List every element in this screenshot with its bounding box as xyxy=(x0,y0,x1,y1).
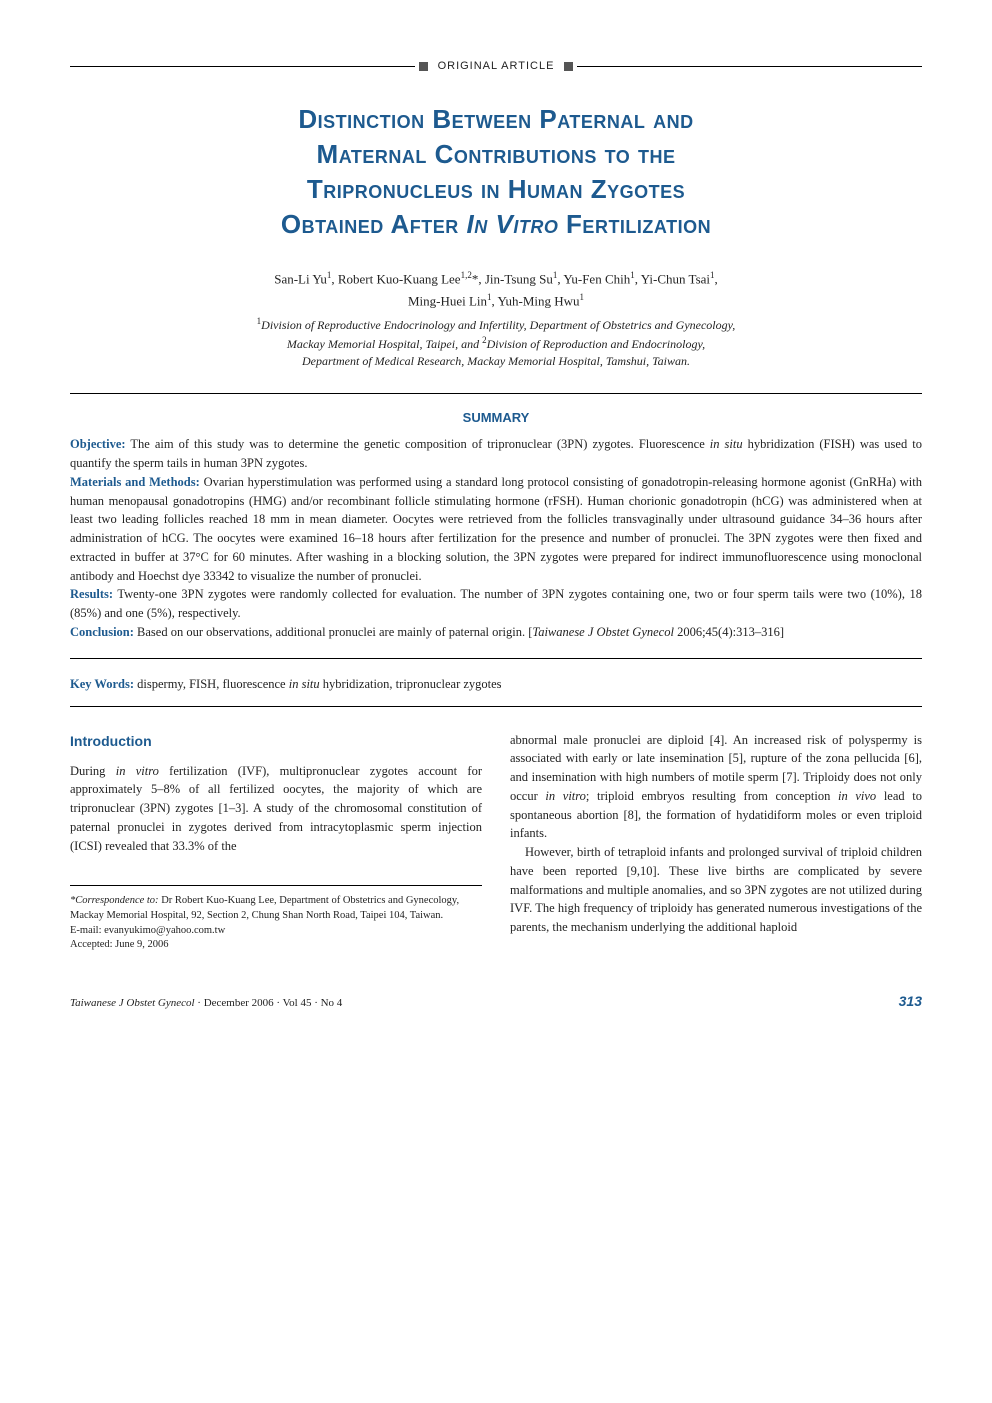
col2-p1-ital1: in vitro xyxy=(545,789,586,803)
title-line-4-ital: In Vitro xyxy=(467,209,559,239)
conclusion-label: Conclusion: xyxy=(70,625,134,639)
authors-line-1: San-Li Yu1, Robert Kuo-Kuang Lee1,2*, Ji… xyxy=(70,270,922,287)
keywords-text-1: dispermy, FISH, fluorescence xyxy=(134,677,289,691)
body-columns: Introduction During in vitro fertilizati… xyxy=(70,731,922,954)
intro-paragraph-1: During in vitro fertilization (IVF), mul… xyxy=(70,762,482,856)
col2-p1-ital2: in vivo xyxy=(838,789,876,803)
column-left: Introduction During in vitro fertilizati… xyxy=(70,731,482,954)
objective-label: Objective: xyxy=(70,437,126,451)
summary-block: SUMMARY Objective: The aim of this study… xyxy=(70,393,922,658)
affil-line-1: 1Division of Reproductive Endocrinology … xyxy=(257,318,736,332)
intro-p1-a: During xyxy=(70,764,116,778)
title-line-3: Tripronucleus in Human Zygotes xyxy=(307,174,685,204)
rule-left xyxy=(70,66,415,67)
column-right: abnormal male pronuclei are diploid [4].… xyxy=(510,731,922,954)
rule-box-left xyxy=(419,62,428,71)
affiliations: 1Division of Reproductive Endocrinology … xyxy=(70,315,922,369)
correspondence-label: *Correspondence to: xyxy=(70,895,159,906)
conclusion-text-2: 2006;45(4):313–316] xyxy=(674,625,784,639)
article-type-label: ORIGINAL ARTICLE xyxy=(432,60,561,72)
summary-text: Objective: The aim of this study was to … xyxy=(70,435,922,641)
correspondence-block: *Correspondence to: Dr Robert Kuo-Kuang … xyxy=(70,885,482,953)
footer-page-number: 313 xyxy=(899,993,922,1009)
correspondence-accepted: Accepted: June 9, 2006 xyxy=(70,939,169,950)
keywords-label: Key Words: xyxy=(70,677,134,691)
title-line-4b: Fertilization xyxy=(558,209,711,239)
col2-paragraph-2: However, birth of tetraploid infants and… xyxy=(510,843,922,937)
affil-line-2: Mackay Memorial Hospital, Taipei, and 2D… xyxy=(287,337,705,351)
title-line-1: Distinction Between Paternal and xyxy=(298,104,693,134)
col2-paragraph-1: abnormal male pronuclei are diploid [4].… xyxy=(510,731,922,844)
results-label: Results: xyxy=(70,587,113,601)
keywords-block: Key Words: dispermy, FISH, fluorescence … xyxy=(70,667,922,707)
page-footer: Taiwanese J Obstet Gynecol · December 20… xyxy=(70,993,922,1009)
col2-p1-b: ; triploid embryos resulting from concep… xyxy=(586,789,838,803)
footer-journal: Taiwanese J Obstet Gynecol xyxy=(70,997,195,1009)
intro-p1-ital: in vitro xyxy=(116,764,159,778)
authors-line-2: Ming-Huei Lin1, Yuh-Ming Hwu1 xyxy=(70,292,922,309)
methods-text: Ovarian hyperstimulation was performed u… xyxy=(70,475,922,583)
rule-right xyxy=(577,66,922,67)
methods-label: Materials and Methods: xyxy=(70,475,200,489)
article-title: Distinction Between Paternal and Materna… xyxy=(70,102,922,242)
correspondence-email: E-mail: evanyukimo@yahoo.com.tw xyxy=(70,925,225,936)
results-text: Twenty-one 3PN zygotes were randomly col… xyxy=(70,587,922,620)
title-line-2: Maternal Contributions to the xyxy=(317,139,676,169)
footer-left: Taiwanese J Obstet Gynecol · December 20… xyxy=(70,997,342,1009)
affil-line-3: Department of Medical Research, Mackay M… xyxy=(302,354,690,368)
summary-heading: SUMMARY xyxy=(70,410,922,425)
objective-text-1: The aim of this study was to determine t… xyxy=(126,437,710,451)
article-type-rule: ORIGINAL ARTICLE xyxy=(70,60,922,72)
introduction-heading: Introduction xyxy=(70,731,482,752)
rule-box-right xyxy=(564,62,573,71)
keywords-text-2: hybridization, tripronuclear zygotes xyxy=(320,677,502,691)
title-line-4a: Obtained After xyxy=(281,209,467,239)
keywords-ital: in situ xyxy=(289,677,320,691)
objective-ital: in situ xyxy=(710,437,743,451)
conclusion-ital: Taiwanese J Obstet Gynecol xyxy=(532,625,674,639)
footer-issue: · December 2006 · Vol 45 · No 4 xyxy=(195,997,343,1009)
conclusion-text-1: Based on our observations, additional pr… xyxy=(134,625,533,639)
